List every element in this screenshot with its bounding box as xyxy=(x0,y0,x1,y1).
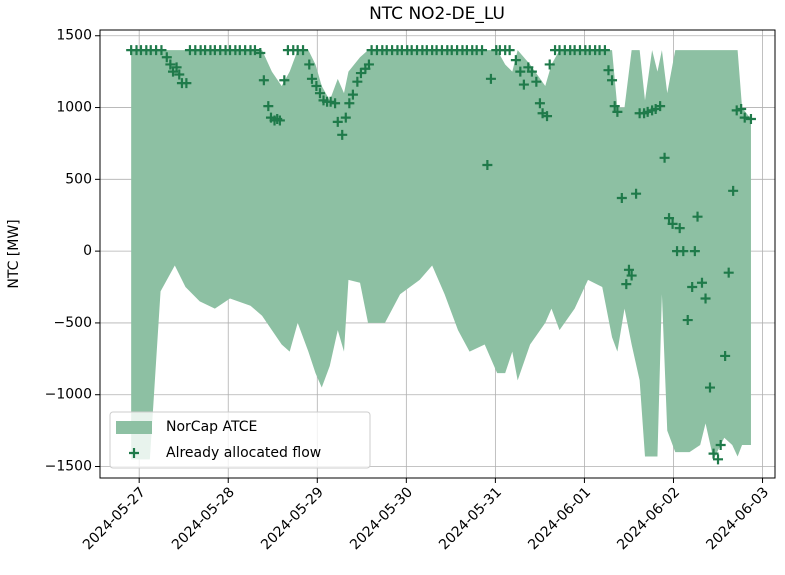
y-tick-label: 0 xyxy=(83,243,92,259)
area xyxy=(131,50,751,460)
point xyxy=(352,76,363,87)
y-tick-label: 1500 xyxy=(56,28,92,44)
point xyxy=(311,81,322,91)
point xyxy=(534,98,545,109)
point xyxy=(263,101,274,112)
point xyxy=(161,52,172,63)
x-tick-label: 2024-06-01 xyxy=(525,484,594,553)
point xyxy=(736,103,747,114)
point xyxy=(544,59,555,70)
legend-label: NorCap ATCE xyxy=(166,419,257,435)
y-tick-label: 1000 xyxy=(56,100,92,116)
chart-title: NTC NO2-DE_LU xyxy=(369,4,505,24)
point xyxy=(626,270,637,281)
x-tick-label: 2024-05-30 xyxy=(347,484,416,553)
point xyxy=(728,185,739,196)
point xyxy=(692,211,703,222)
point xyxy=(165,59,176,70)
point xyxy=(337,129,348,140)
legend-swatch xyxy=(116,421,152,434)
point xyxy=(542,111,553,122)
point xyxy=(696,277,707,288)
point xyxy=(599,45,610,56)
point xyxy=(482,159,493,170)
legend-box xyxy=(109,411,371,469)
legend-marker xyxy=(129,448,139,458)
point xyxy=(723,267,734,278)
point xyxy=(330,98,341,109)
point xyxy=(255,47,266,58)
legend-label: Already allocated flow xyxy=(166,445,321,461)
y-tick-label: −500 xyxy=(54,315,92,331)
point xyxy=(603,65,614,76)
point xyxy=(347,89,358,100)
point xyxy=(306,73,317,84)
point xyxy=(631,188,642,199)
point xyxy=(171,62,182,73)
point xyxy=(510,55,521,66)
point xyxy=(655,101,666,112)
point xyxy=(682,315,693,326)
point xyxy=(642,106,653,117)
point xyxy=(739,112,750,123)
point xyxy=(612,106,623,117)
x-tick-label: 2024-05-31 xyxy=(436,484,505,553)
point xyxy=(518,79,529,90)
point xyxy=(304,59,315,70)
point xyxy=(621,279,632,290)
point xyxy=(156,45,167,56)
point xyxy=(704,382,715,393)
point xyxy=(325,96,336,107)
point xyxy=(616,193,627,203)
x-tick-label: 2024-06-02 xyxy=(614,484,683,553)
point xyxy=(340,112,351,123)
point xyxy=(332,116,343,127)
point xyxy=(700,293,711,304)
point xyxy=(687,282,698,293)
point xyxy=(607,75,618,86)
point xyxy=(664,213,675,224)
y-axis-label: NTC [MW] xyxy=(6,219,22,288)
point xyxy=(344,98,355,109)
point xyxy=(659,152,670,163)
x-tick-label: 2024-05-29 xyxy=(258,484,327,553)
point xyxy=(298,45,309,56)
point xyxy=(745,114,756,125)
x-tick-label: 2024-05-28 xyxy=(169,484,238,553)
point xyxy=(515,66,526,77)
point xyxy=(181,78,192,89)
y-tick-label: 500 xyxy=(65,171,92,187)
data xyxy=(126,45,756,465)
point xyxy=(279,75,290,86)
plot-frame xyxy=(99,29,776,479)
point xyxy=(720,350,731,361)
point xyxy=(485,73,496,84)
point xyxy=(731,105,742,116)
point xyxy=(667,218,678,229)
point xyxy=(274,115,285,126)
point xyxy=(504,45,515,56)
point xyxy=(526,66,537,77)
point xyxy=(713,454,724,465)
x-tick-label: 2024-05-27 xyxy=(80,484,149,553)
x-tick-label: 2024-06-03 xyxy=(703,484,772,553)
y-tick-label: −1000 xyxy=(45,387,92,403)
point xyxy=(477,45,488,56)
point xyxy=(531,76,542,87)
point xyxy=(689,246,700,257)
point xyxy=(623,264,634,275)
point xyxy=(363,59,374,70)
point xyxy=(715,439,726,450)
point xyxy=(258,75,269,86)
point xyxy=(314,88,325,99)
point xyxy=(674,223,685,234)
point xyxy=(609,101,620,112)
point xyxy=(708,448,719,459)
y-tick-label: −1500 xyxy=(45,459,92,475)
point xyxy=(678,246,689,257)
point xyxy=(174,69,185,80)
point xyxy=(249,45,260,56)
